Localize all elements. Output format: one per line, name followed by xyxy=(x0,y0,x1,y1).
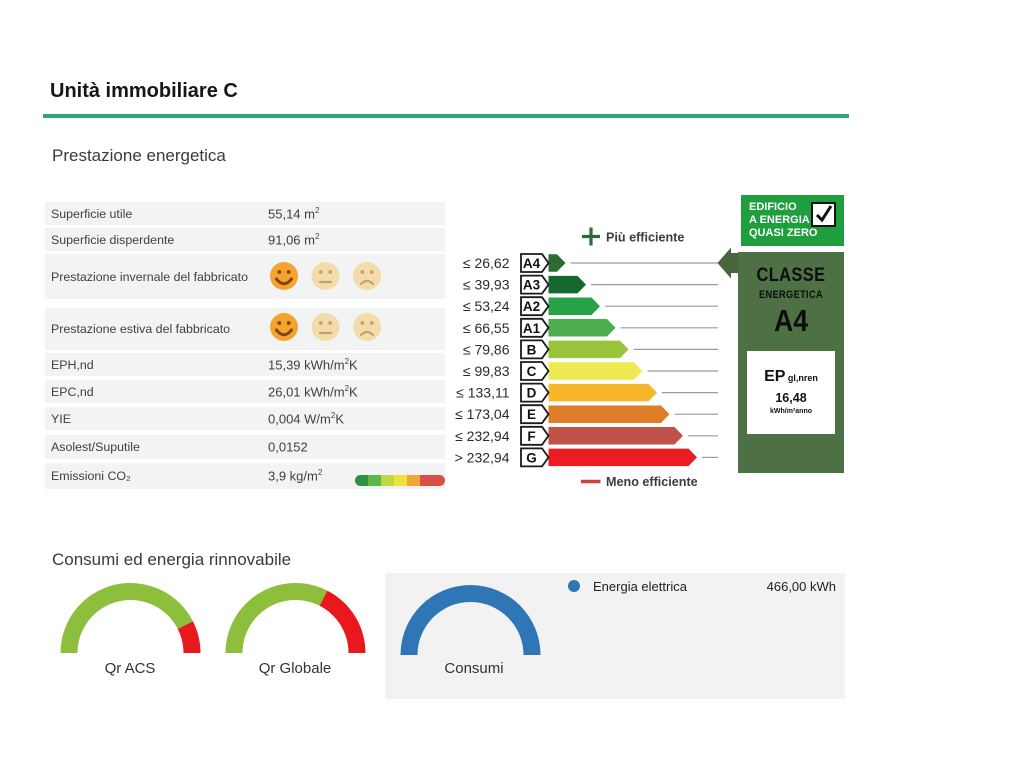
svg-text:A4: A4 xyxy=(523,256,541,271)
svg-text:≤ 39,93: ≤ 39,93 xyxy=(463,277,510,293)
svg-text:≤ 53,24: ≤ 53,24 xyxy=(463,298,510,314)
svg-text:> 232,94: > 232,94 xyxy=(455,449,510,465)
svg-text:≤ 79,86: ≤ 79,86 xyxy=(463,341,510,357)
svg-text:A2: A2 xyxy=(523,299,540,314)
svg-text:E: E xyxy=(527,407,536,422)
svg-text:G: G xyxy=(526,450,537,465)
svg-text:≤ 232,94: ≤ 232,94 xyxy=(455,428,510,444)
svg-text:D: D xyxy=(527,386,537,401)
svg-text:≤ 173,04: ≤ 173,04 xyxy=(455,406,510,422)
svg-text:Meno efficiente: Meno efficiente xyxy=(606,475,698,489)
svg-text:A3: A3 xyxy=(523,278,541,293)
svg-text:≤ 26,62: ≤ 26,62 xyxy=(463,255,510,271)
svg-text:B: B xyxy=(527,342,537,357)
svg-text:≤ 99,83: ≤ 99,83 xyxy=(463,363,510,379)
svg-text:F: F xyxy=(527,429,535,444)
svg-text:C: C xyxy=(527,364,537,379)
svg-text:A1: A1 xyxy=(523,321,541,336)
svg-text:Più efficiente: Più efficiente xyxy=(606,231,684,245)
svg-text:≤ 66,55: ≤ 66,55 xyxy=(463,320,510,336)
svg-text:≤ 133,11: ≤ 133,11 xyxy=(456,385,510,401)
